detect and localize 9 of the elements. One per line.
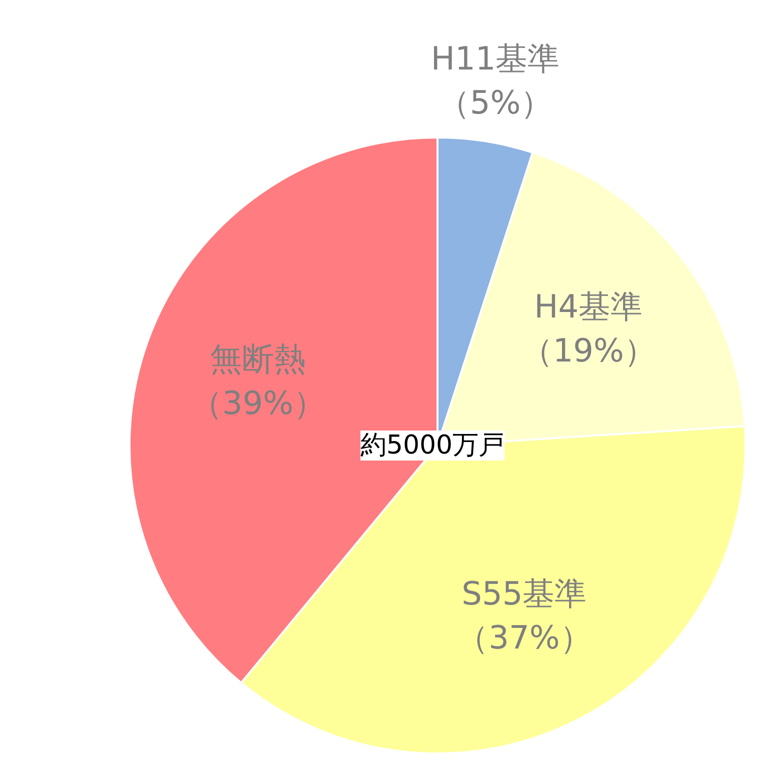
slice-label: S55基準: [462, 574, 587, 613]
slice-label: H4基準: [534, 287, 643, 326]
text: 約5000万戸: [360, 430, 505, 460]
data-label: （39%）: [190, 384, 326, 422]
data-label: （19%）: [520, 331, 656, 370]
slice-label: 無断熱: [210, 340, 306, 378]
data-label: （37%）: [456, 618, 592, 657]
slice-label: H11基準: [430, 39, 560, 78]
data-label: （5%）: [438, 83, 553, 122]
